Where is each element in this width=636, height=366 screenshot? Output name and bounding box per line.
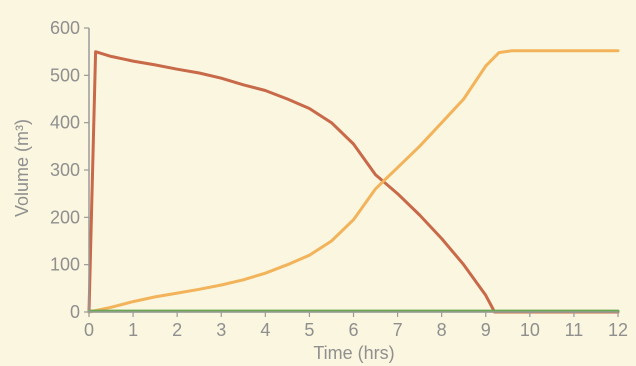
x-tick-label: 7: [393, 320, 403, 340]
x-tick-label: 3: [216, 320, 226, 340]
axes-layer: [88, 28, 618, 313]
y-tick-label: 200: [50, 207, 80, 227]
series-line-filling: [87, 49, 620, 314]
x-tick-label: 4: [260, 320, 270, 340]
x-tick-label: 0: [84, 320, 94, 340]
x-tick-label: 10: [520, 320, 540, 340]
x-tick-label: 5: [304, 320, 314, 340]
x-tick-label: 1: [128, 320, 138, 340]
y-tick-label: 100: [50, 255, 80, 275]
x-axis-title: Time (hrs): [313, 343, 394, 363]
x-tick-label: 12: [608, 320, 628, 340]
y-tick-label: 600: [50, 18, 80, 38]
y-tick-label: 400: [50, 113, 80, 133]
series-line-draining: [87, 50, 620, 314]
x-tick-label: 6: [348, 320, 358, 340]
x-tick-label: 11: [565, 320, 584, 340]
x-tick-label: 9: [481, 320, 491, 340]
y-tick-label: 500: [50, 65, 80, 85]
x-tick-label: 2: [172, 320, 182, 340]
y-axis-title: Volume (m³): [12, 119, 32, 217]
y-tick-label: 300: [50, 160, 80, 180]
y-tick-label: 0: [70, 302, 80, 322]
x-tick-label: 8: [437, 320, 447, 340]
series-layer: [87, 49, 620, 314]
